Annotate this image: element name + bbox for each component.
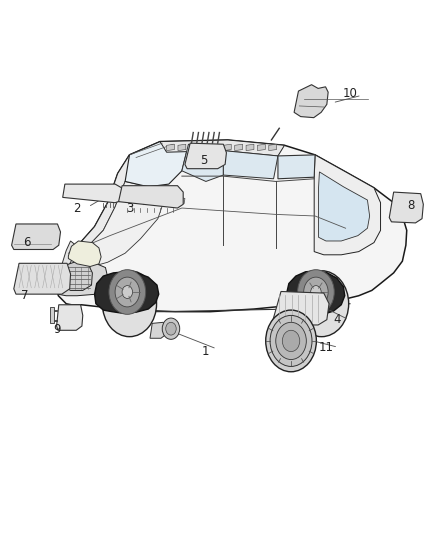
Circle shape: [266, 310, 316, 372]
Polygon shape: [185, 143, 226, 168]
Polygon shape: [278, 155, 315, 179]
Polygon shape: [189, 144, 197, 151]
Polygon shape: [12, 224, 60, 249]
Polygon shape: [57, 264, 108, 296]
Polygon shape: [287, 271, 345, 314]
Circle shape: [283, 330, 300, 352]
Polygon shape: [95, 272, 159, 313]
Polygon shape: [160, 140, 285, 156]
Text: 4: 4: [333, 313, 341, 326]
Circle shape: [102, 271, 156, 337]
Polygon shape: [272, 292, 329, 325]
Circle shape: [162, 318, 180, 340]
Text: 6: 6: [23, 236, 31, 249]
Polygon shape: [14, 263, 71, 294]
Polygon shape: [235, 144, 243, 151]
Polygon shape: [68, 241, 101, 266]
Circle shape: [115, 277, 140, 307]
Text: 8: 8: [407, 199, 415, 212]
Polygon shape: [68, 155, 138, 260]
Text: 2: 2: [73, 201, 81, 214]
Polygon shape: [57, 305, 83, 330]
Polygon shape: [125, 142, 188, 187]
Circle shape: [270, 316, 312, 367]
Text: 7: 7: [21, 289, 28, 302]
Circle shape: [166, 322, 176, 335]
Polygon shape: [389, 192, 424, 223]
Text: 11: 11: [318, 341, 333, 354]
Polygon shape: [57, 140, 407, 312]
Polygon shape: [182, 144, 223, 181]
Polygon shape: [223, 151, 278, 179]
Circle shape: [311, 286, 321, 298]
Polygon shape: [60, 261, 92, 290]
Polygon shape: [50, 308, 54, 324]
Text: 9: 9: [54, 322, 61, 336]
Polygon shape: [61, 241, 77, 268]
Polygon shape: [318, 172, 370, 241]
Polygon shape: [314, 155, 381, 255]
Polygon shape: [166, 144, 174, 151]
Circle shape: [294, 271, 349, 337]
Polygon shape: [119, 185, 183, 208]
Text: 10: 10: [343, 87, 357, 100]
Text: 5: 5: [200, 154, 208, 167]
Polygon shape: [79, 181, 166, 266]
Polygon shape: [212, 144, 220, 151]
Circle shape: [109, 270, 146, 314]
Polygon shape: [246, 144, 254, 151]
Text: 3: 3: [126, 201, 133, 214]
Text: 1: 1: [202, 345, 210, 358]
Polygon shape: [294, 85, 328, 118]
Circle shape: [276, 322, 306, 360]
Circle shape: [122, 286, 133, 298]
Polygon shape: [178, 144, 186, 151]
Circle shape: [304, 277, 328, 307]
Circle shape: [297, 270, 334, 314]
Polygon shape: [175, 197, 185, 204]
Polygon shape: [258, 144, 265, 151]
Polygon shape: [150, 322, 166, 338]
Polygon shape: [201, 144, 208, 151]
Polygon shape: [269, 144, 277, 151]
Polygon shape: [63, 184, 123, 203]
Polygon shape: [223, 144, 231, 151]
